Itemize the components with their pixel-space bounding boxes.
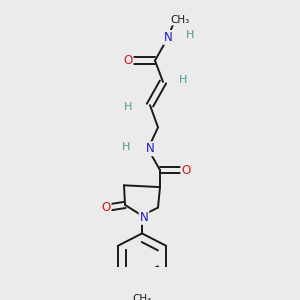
- Text: N: N: [140, 211, 148, 224]
- Text: CH₃: CH₃: [170, 15, 190, 25]
- Text: O: O: [101, 201, 111, 214]
- Text: O: O: [123, 54, 133, 67]
- Text: N: N: [164, 31, 172, 44]
- Text: H: H: [124, 102, 132, 112]
- Text: H: H: [186, 30, 194, 40]
- Text: O: O: [182, 164, 190, 177]
- Text: H: H: [122, 142, 130, 152]
- Text: N: N: [146, 142, 154, 155]
- Text: H: H: [179, 75, 187, 85]
- Text: CH₃: CH₃: [132, 294, 152, 300]
